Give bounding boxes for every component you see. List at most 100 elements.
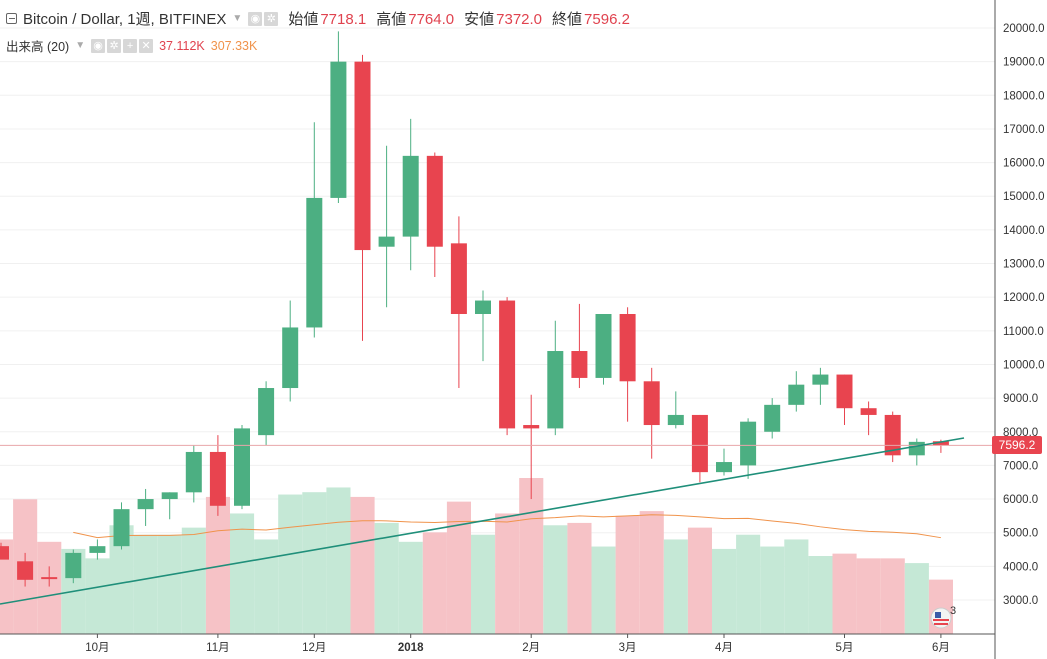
volume-bar: [615, 515, 640, 634]
volume-bar: [712, 548, 737, 634]
candle-body: [788, 384, 805, 405]
y-tick-label: 4000.0: [1003, 561, 1038, 573]
y-tick-label: 3000.0: [1003, 595, 1038, 607]
volume-bar: [543, 525, 568, 634]
candle-body: [113, 509, 130, 547]
candle-body: [523, 425, 540, 429]
volume-bar: [880, 558, 905, 634]
y-tick-label: 16000.0: [1003, 158, 1045, 170]
volume-bar: [784, 539, 809, 634]
candle-body: [595, 314, 612, 378]
candle-body: [426, 155, 443, 247]
candle-body: [89, 546, 106, 553]
volume-bar: [687, 527, 712, 634]
candle-body: [65, 552, 82, 579]
candle-body: [306, 197, 323, 328]
candle-body: [908, 441, 925, 456]
volume-bar: [567, 522, 592, 634]
overlay: [0, 437, 995, 605]
y-tick-label: 12000.0: [1003, 292, 1045, 304]
volume-bar: [832, 553, 857, 634]
candle-body: [354, 61, 371, 251]
volume-bar: [254, 539, 279, 634]
volume-bar: [760, 546, 785, 634]
candle-body: [0, 546, 9, 560]
candle-body: [571, 351, 588, 378]
candle-body: [643, 381, 660, 426]
candle-body: [740, 421, 757, 466]
y-tick-label: 15000.0: [1003, 191, 1045, 203]
volume-bar: [0, 539, 14, 634]
candle-body: [475, 300, 491, 314]
volume-bar: [856, 558, 881, 634]
x-tick-label: 11月: [206, 642, 229, 654]
volume-bar: [181, 527, 206, 634]
grid: [0, 27, 995, 601]
x-tick-label: 4月: [715, 642, 733, 654]
volume-bar: [471, 534, 496, 634]
volume-bar: [326, 487, 351, 634]
volume-bar: [808, 556, 833, 634]
y-tick-label: 10000.0: [1003, 359, 1045, 371]
y-tick-label: 13000.0: [1003, 259, 1045, 271]
candle-body: [836, 374, 853, 409]
candle-body: [812, 374, 829, 385]
candle-body: [137, 499, 154, 510]
volume-bar: [278, 494, 303, 634]
volume-bar: [230, 513, 255, 634]
x-tick-label: 12月: [302, 642, 326, 654]
volume-bar: [85, 558, 110, 634]
us-flag-icon[interactable]: 3: [930, 605, 956, 631]
candle-body: [547, 351, 564, 429]
y-tick-label: 18000.0: [1003, 90, 1045, 102]
x-tick-label: 5月: [836, 642, 854, 654]
y-tick-label: 17000.0: [1003, 124, 1045, 136]
candles: [0, 31, 949, 587]
volume-bar: [736, 534, 761, 634]
volume-bar: [37, 541, 62, 634]
candle-body: [499, 300, 516, 429]
volume-bar: [422, 532, 447, 634]
candle-body: [209, 451, 226, 506]
y-tick-label: 7000.0: [1003, 460, 1038, 472]
candle-body: [619, 314, 636, 382]
x-tick-label: 6月: [932, 642, 950, 654]
y-tick-label: 14000.0: [1003, 225, 1045, 237]
candle-body: [161, 492, 178, 500]
volume-bar: [495, 513, 520, 634]
candle-body: [764, 404, 781, 432]
candle-body: [258, 388, 275, 436]
x-tick-label: 2月: [522, 642, 540, 654]
y-tick-label: 11000.0: [1003, 326, 1044, 338]
candle-body: [234, 428, 250, 506]
candle-body: [450, 243, 467, 314]
volume-bar: [133, 534, 158, 634]
volume-bar: [904, 563, 929, 634]
y-tick-label: 8000.0: [1003, 427, 1038, 439]
volume-bar: [519, 478, 544, 634]
y-tick-label: 5000.0: [1003, 528, 1038, 540]
trend-line: [0, 437, 965, 605]
x-tick-label: 3月: [619, 642, 637, 654]
candle-body: [402, 155, 419, 237]
candle-body: [378, 236, 395, 247]
volume-ma-line: [73, 514, 941, 539]
volume-bar: [591, 546, 616, 634]
last-price-tag: 7596.2: [992, 436, 1042, 454]
volume-bar: [639, 511, 664, 634]
volume-bar: [350, 496, 375, 634]
y-tick-label: 20000.0: [1003, 23, 1045, 35]
badge-count: 3: [950, 605, 956, 617]
volume-bars: [0, 478, 953, 634]
candle-body: [860, 408, 877, 415]
x-tick-label: 2018: [398, 642, 424, 654]
x-tick-label: 10月: [85, 642, 109, 654]
candle-body: [17, 561, 34, 580]
y-tick-label: 9000.0: [1003, 393, 1038, 405]
y-tick-label: 6000.0: [1003, 494, 1038, 506]
candle-body: [667, 414, 684, 426]
candle-body: [185, 451, 202, 493]
volume-bar: [663, 539, 688, 634]
candle-body: [716, 462, 732, 473]
